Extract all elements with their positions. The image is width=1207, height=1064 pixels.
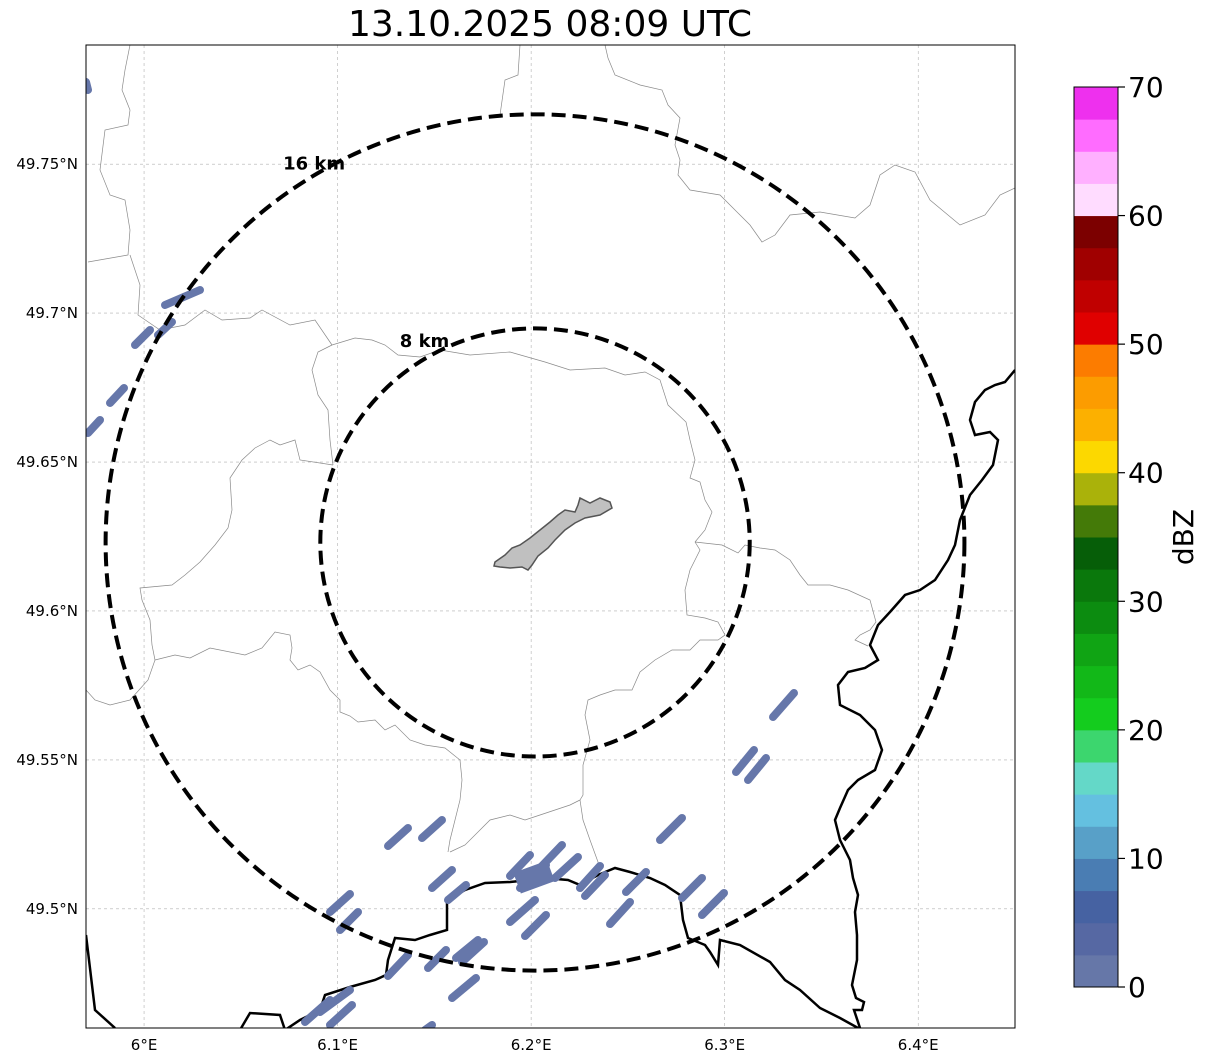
colorbar-label: dBZ <box>1167 509 1200 565</box>
lat-tick-label: 49.7°N <box>26 304 78 322</box>
echo-blob <box>513 860 555 894</box>
colorbar-segment <box>1074 697 1118 731</box>
echo-streak <box>418 816 446 842</box>
municipal-boundaries <box>86 45 1015 881</box>
colorbar-segment <box>1074 537 1118 570</box>
colorbar-segment <box>1074 472 1118 506</box>
map-title: 13.10.2025 08:09 UTC <box>347 4 753 45</box>
range-ring-label: 16 km <box>283 154 345 175</box>
colorbar-tick-label: 60 <box>1128 200 1164 233</box>
colorbar-segment <box>1074 729 1118 763</box>
echo-streak <box>656 814 686 844</box>
echo-streak <box>452 936 482 962</box>
echo-streak <box>424 946 450 972</box>
lat-tick-label: 49.75°N <box>16 155 78 173</box>
colorbar-segment <box>1074 119 1118 152</box>
colorbar-tick-label: 50 <box>1128 328 1164 361</box>
echo-streak <box>576 862 604 892</box>
echo-streak <box>622 868 650 896</box>
colorbar-segment <box>1074 215 1118 249</box>
radar-echoes <box>86 78 798 1028</box>
echo-streak <box>506 851 534 880</box>
colorbar-segment <box>1074 922 1118 956</box>
colorbar-tick-label: 30 <box>1128 585 1164 618</box>
echo-streak <box>506 896 539 926</box>
echo-streak <box>581 871 609 900</box>
range-ring-label: 8 km <box>400 331 450 352</box>
colorbar-segment <box>1074 247 1118 281</box>
colorbar-segment <box>1074 183 1118 217</box>
lat-tick-label: 49.65°N <box>16 453 78 471</box>
colorbar-segment <box>1074 794 1118 827</box>
colorbar-segment <box>1074 890 1118 924</box>
colorbar-segment <box>1074 408 1118 442</box>
gridlines <box>86 45 1015 1028</box>
colorbar-segment <box>1074 762 1118 795</box>
echo-streak <box>326 890 354 916</box>
echo-streak <box>86 416 104 437</box>
colorbar-segment <box>1074 858 1118 892</box>
colorbar-frame <box>1073 86 1119 988</box>
echo-streak <box>698 889 728 919</box>
lon-tick-label: 6.4°E <box>898 1036 939 1054</box>
map-frame <box>85 44 1016 1029</box>
lat-tick-label: 49.5°N <box>26 900 78 918</box>
echo-streak <box>458 938 488 966</box>
echo-streak <box>678 874 706 902</box>
lon-tick-label: 6°E <box>131 1036 158 1054</box>
colorbar-segment <box>1074 569 1118 602</box>
colorbar-segment <box>1074 826 1118 859</box>
colorbar-segment <box>1074 665 1118 699</box>
city-outline <box>493 496 613 571</box>
colorbar-segment <box>1074 87 1118 120</box>
colorbar-segment <box>1074 440 1118 474</box>
colorbar-tick-label: 20 <box>1128 714 1164 747</box>
colorbar-segment <box>1074 601 1118 634</box>
echo-streak <box>106 384 128 407</box>
colorbar-tick-label: 40 <box>1128 457 1164 490</box>
echo-streak <box>428 866 456 892</box>
lon-tick-label: 6.3°E <box>704 1036 745 1054</box>
colorbar-tick-label: 10 <box>1128 842 1164 875</box>
colorbar-segment <box>1074 504 1118 538</box>
colorbar-segment <box>1074 954 1118 988</box>
range-ring <box>103 112 967 973</box>
lon-tick-label: 6.2°E <box>511 1036 552 1054</box>
echo-streak <box>131 326 154 349</box>
colorbar-segment <box>1074 151 1118 184</box>
echo-streak <box>606 898 634 928</box>
echo-streak <box>744 754 770 784</box>
colorbar: 0 10 20 30 40 50 60 70 dBZ <box>1073 71 1200 1004</box>
colorbar-segment <box>1074 312 1118 345</box>
echo-streak <box>448 974 480 1002</box>
colorbar-segment <box>1074 633 1118 667</box>
echo-streak <box>521 911 550 940</box>
echo-streak <box>444 881 470 904</box>
echo-streak <box>769 689 798 721</box>
colorbar-tick-label: 0 <box>1128 971 1146 1004</box>
range-rings: 8 km 16 km <box>103 112 967 973</box>
echo-streak <box>384 824 412 850</box>
range-ring <box>318 326 752 759</box>
lat-tick-label: 49.6°N <box>26 602 78 620</box>
echo-streak <box>551 853 582 882</box>
echo-streak <box>316 986 354 1016</box>
echo-streak <box>384 951 412 980</box>
colorbar-segment <box>1074 376 1118 409</box>
colorbar-segment <box>1074 344 1118 377</box>
echo-streak <box>326 1001 356 1028</box>
map-axes: 6°E 6.1°E 6.2°E 6.3°E 6.4°E 49.5°N 49.55°N 49.6… <box>16 155 938 1054</box>
colorbar-segment <box>1074 279 1118 313</box>
echo-streak <box>732 746 758 776</box>
colorbar-tick-label: 70 <box>1128 71 1164 104</box>
lon-tick-label: 6.1°E <box>317 1036 358 1054</box>
lat-tick-label: 49.55°N <box>16 751 78 769</box>
